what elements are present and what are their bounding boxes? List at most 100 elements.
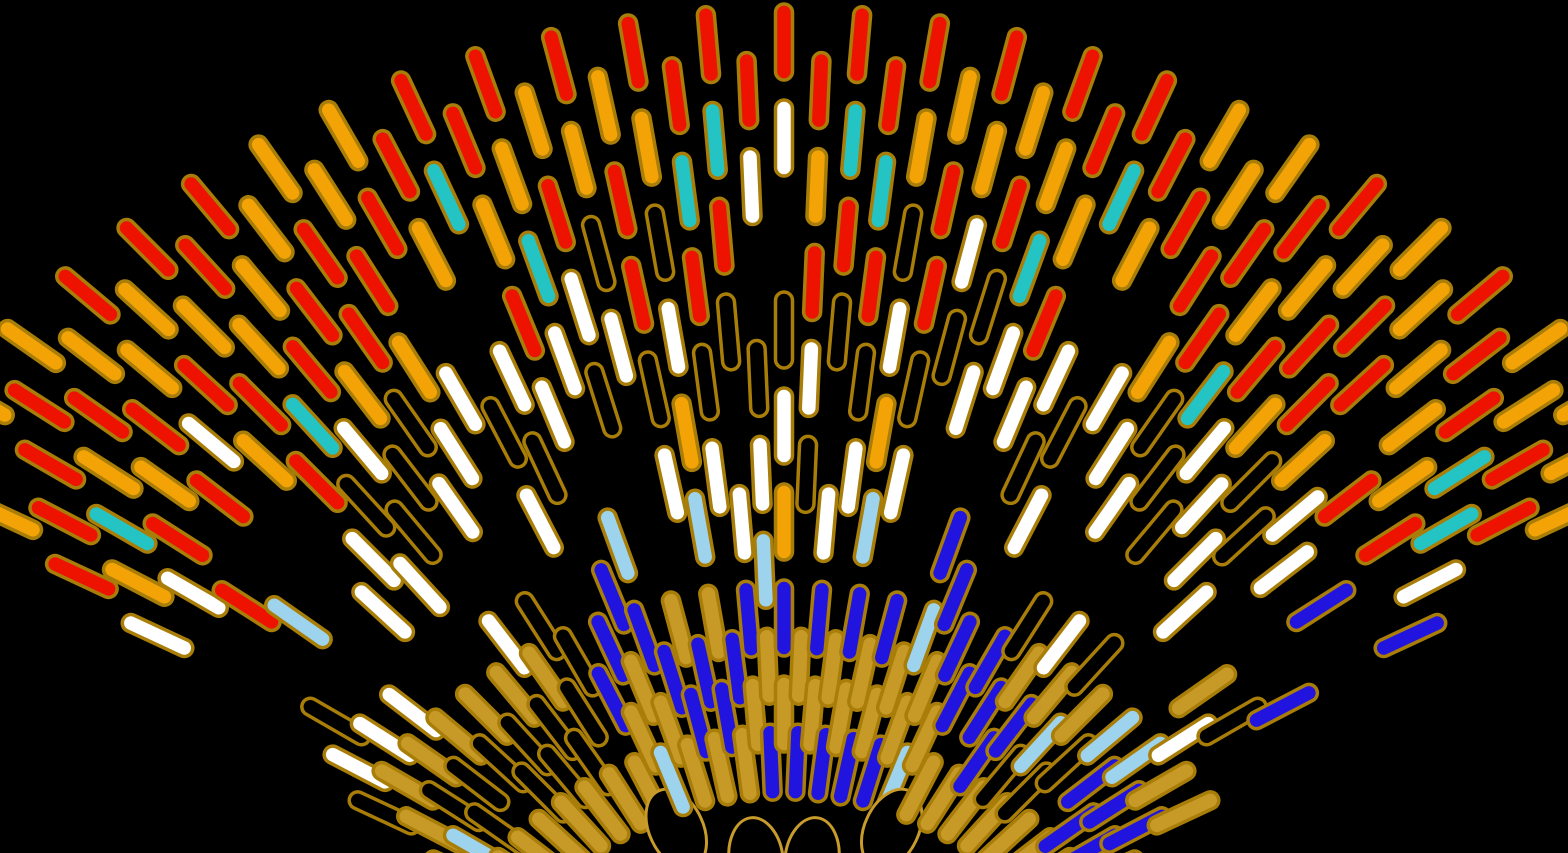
pill-white — [1262, 486, 1328, 546]
pill-teal — [702, 100, 728, 181]
pill-orange — [1035, 138, 1077, 215]
pill-red — [122, 398, 190, 456]
pill-red — [1481, 439, 1554, 490]
pill-red — [617, 13, 649, 92]
pill-white — [435, 362, 486, 435]
pill-white — [531, 377, 575, 453]
pill-red — [1276, 373, 1339, 436]
pill-white — [880, 444, 914, 523]
pill-red — [801, 242, 825, 323]
pill-orange — [1199, 99, 1250, 172]
pill-black-hollow — [931, 308, 968, 387]
pill-teal — [423, 160, 470, 235]
pill-red — [1147, 128, 1196, 202]
pill-red — [186, 470, 254, 527]
pill-red — [1022, 285, 1067, 361]
pill-dark-blue — [587, 611, 634, 686]
pill-black-hollow — [897, 350, 931, 429]
pill-red — [357, 187, 408, 260]
pill-orange — [388, 332, 441, 403]
pill-orange — [947, 66, 981, 145]
pill-red — [1160, 187, 1211, 260]
pill-mustard-gold — [574, 776, 631, 845]
pill-mustard-gold — [1124, 760, 1197, 811]
pill-white — [945, 361, 984, 439]
pill-red — [540, 26, 577, 105]
pill-red — [620, 255, 655, 334]
pill-black-hollow — [1125, 499, 1184, 566]
pill-red — [175, 234, 236, 299]
pill-red — [709, 196, 735, 276]
pill-dark-blue — [1286, 579, 1357, 633]
pill-white — [701, 438, 731, 518]
pill-white — [1033, 610, 1090, 679]
pill-white — [798, 338, 822, 419]
pill-red — [919, 13, 951, 92]
pill-orange — [1052, 194, 1096, 270]
pill-orange — [1385, 339, 1452, 399]
pill-red — [1278, 314, 1340, 379]
pill-orange — [865, 393, 897, 473]
pill-white — [1171, 473, 1232, 538]
pill-black-hollow — [773, 290, 795, 370]
pill-teal — [282, 394, 343, 459]
pill-orange — [238, 195, 295, 263]
pill-teal — [1424, 446, 1495, 499]
pill-red — [681, 247, 710, 327]
pill-black-hollow — [383, 388, 438, 458]
pill-black-hollow — [1211, 506, 1276, 567]
pill-mustard-gold — [994, 642, 1050, 712]
pill-dark-blue — [934, 611, 981, 686]
pill-black-hollow — [968, 268, 1008, 346]
pill-orange — [1493, 379, 1564, 433]
pill-dark-blue — [687, 633, 721, 713]
pill-red — [44, 553, 119, 600]
pill-red — [14, 439, 87, 490]
pill-red — [858, 247, 887, 327]
pill-light-blue — [903, 599, 945, 676]
pill-black-hollow — [1129, 444, 1186, 512]
pill-teal — [1098, 160, 1145, 235]
pill-red — [1273, 195, 1330, 263]
pill-red — [695, 5, 722, 85]
pill-orange — [334, 361, 391, 429]
pill-white — [351, 581, 416, 643]
pill-black-hollow — [1196, 696, 1268, 747]
pill-white — [879, 298, 911, 378]
pill-white — [1082, 362, 1133, 435]
pill-mustard-gold — [904, 650, 948, 726]
pill-black-hollow — [1001, 591, 1054, 662]
pill-orange — [130, 456, 200, 512]
pill-mustard-gold — [847, 633, 881, 713]
pill-red — [913, 255, 948, 334]
pill-black-hollow — [1064, 632, 1125, 697]
pill-orange — [1225, 394, 1286, 459]
pill-white — [729, 483, 755, 564]
pill-orange — [560, 120, 597, 199]
pill-red — [991, 26, 1028, 105]
pill-red — [1082, 103, 1126, 179]
pill-orange — [971, 120, 1008, 199]
pill-orange — [1277, 255, 1337, 321]
pill-red — [442, 103, 486, 179]
pill-mustard-gold — [1146, 790, 1221, 836]
pill-dark-blue — [721, 629, 751, 709]
pill-black-hollow — [715, 292, 742, 372]
pill-orange — [671, 393, 703, 473]
pill-mustard-gold — [704, 728, 738, 807]
pill-orange — [408, 217, 457, 291]
pill-white — [120, 612, 195, 659]
pill-mustard-gold — [698, 583, 729, 663]
pill-orange — [472, 194, 516, 270]
pill-orange — [1524, 494, 1568, 541]
pill-black-hollow — [580, 214, 617, 293]
pill-black-hollow — [480, 395, 529, 469]
pill-orange — [0, 375, 15, 426]
pill-light-blue — [264, 595, 333, 650]
pill-black-hollow — [826, 292, 853, 372]
pill-white — [600, 308, 637, 387]
pill-red — [1175, 303, 1230, 373]
pill-light-blue — [684, 488, 716, 568]
base-ellipse — [783, 816, 841, 853]
